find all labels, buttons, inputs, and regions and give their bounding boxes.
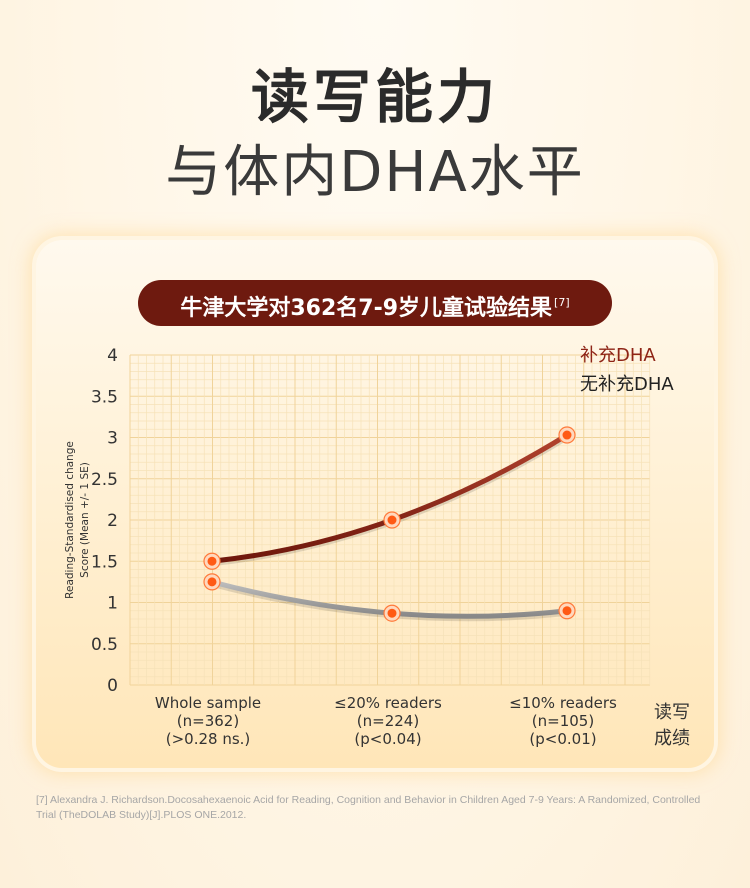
legend: 补充DHA 无补充DHA: [462, 345, 674, 395]
legend-label: 无补充DHA: [580, 374, 674, 395]
x-tick-label: ≤20% readers: [334, 694, 442, 712]
data-point: [387, 515, 397, 525]
y-tick-label: 1.5: [91, 552, 118, 572]
x-tick-label: (p<0.04): [354, 730, 421, 748]
x-tick-label: ≤10% readers: [509, 694, 617, 712]
series-points: [203, 426, 576, 622]
page-subtitle: 与体内DHA水平: [165, 140, 585, 205]
data-point: [562, 606, 572, 616]
chart-grid: [129, 354, 651, 686]
x-tick-label: (p<0.01): [529, 730, 596, 748]
x-tick-label: Whole sample: [155, 694, 261, 712]
study-banner-ref: [7]: [554, 296, 570, 309]
y-tick-label: 4: [107, 346, 118, 366]
x-axis-label-line2: 成绩: [654, 728, 690, 749]
y-tick-label: 2.5: [91, 470, 118, 490]
data-point: [562, 430, 572, 440]
chart-card: [36, 240, 714, 768]
study-banner: 牛津大学对362名7-9岁儿童试验结果 [7]: [138, 280, 612, 326]
series-line-shadow: [209, 434, 570, 567]
y-axis-label-line1: Reading-Standardised change: [64, 441, 76, 599]
y-ticks: 0 0.5 1 1.5 2 2.5 3 3.5 4: [91, 346, 118, 696]
legend-label: 补充DHA: [580, 345, 656, 366]
y-tick-label: 3: [107, 429, 118, 449]
x-axis-label-line1: 读写: [654, 702, 690, 723]
y-axis-label: Reading-Standardised change Score (Mean +…: [64, 441, 91, 599]
data-point: [207, 556, 217, 566]
page-title: 读写能力: [250, 63, 499, 131]
y-tick-label: 2: [107, 511, 118, 531]
study-banner-text: 牛津大学对362名7-9岁儿童试验结果: [180, 296, 553, 321]
x-tick-label: (>0.28 ns.): [166, 730, 251, 748]
y-axis-label-line2: Score (Mean +/- 1 SE): [79, 462, 91, 578]
y-tick-label: 1: [107, 594, 118, 614]
footnote: [7] Alexandra J. Richardson.Docosahexaen…: [36, 794, 701, 821]
x-tick-label: (n=362): [177, 712, 239, 730]
x-categories: Whole sample(n=362)(>0.28 ns.) ≤20% reade…: [155, 694, 617, 748]
x-tick-label: (n=105): [532, 712, 594, 730]
data-point: [387, 608, 397, 618]
y-tick-label: 3.5: [91, 387, 118, 407]
x-tick-label: (n=224): [357, 712, 419, 730]
y-axis-label-group: Reading-Standardised change Score (Mean +…: [64, 441, 91, 599]
y-tick-label: 0: [107, 676, 118, 696]
data-point: [207, 577, 217, 587]
y-tick-label: 0.5: [91, 635, 118, 655]
